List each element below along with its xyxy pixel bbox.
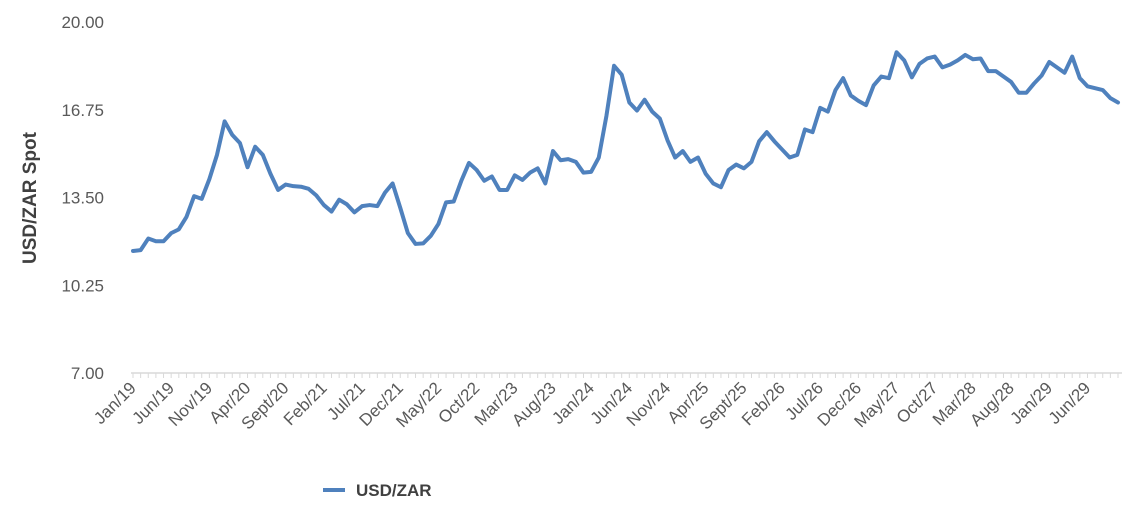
x-tick-label: Jun/29 [1045, 378, 1095, 428]
y-axis-tick-labels: 7.00 10.25 13.50 16.75 20.00 [61, 13, 104, 383]
legend: USD/ZAR [323, 481, 432, 500]
y-tick-label: 16.75 [61, 101, 104, 120]
x-tick-label: Aug/23 [508, 378, 560, 430]
x-tick-label: Feb/26 [738, 378, 789, 429]
x-axis-tick-labels: Jan/19Jun/19Nov/19Apr/20Sept/20Feb/21Jul… [90, 378, 1094, 433]
y-tick-label: 20.00 [61, 13, 104, 32]
x-tick-label: Nov/24 [623, 378, 675, 430]
x-tick-label: Feb/21 [280, 378, 331, 429]
series-group [131, 50, 1120, 253]
series-line-usd-zar [131, 50, 1120, 253]
y-tick-label: 10.25 [61, 276, 104, 295]
x-tick-label: Nov/19 [165, 378, 217, 430]
y-tick-label: 7.00 [71, 364, 104, 383]
x-tick-label: Jan/19 [90, 378, 140, 428]
legend-label-usd-zar: USD/ZAR [356, 481, 432, 500]
y-tick-label: 13.50 [61, 189, 104, 208]
x-tick-label: Jan/29 [1007, 378, 1057, 428]
x-axis [131, 372, 1122, 378]
x-tick-label: Aug/28 [966, 378, 1018, 430]
y-axis-label: USD/ZAR Spot [20, 131, 41, 264]
x-tick-label: Jan/24 [548, 378, 598, 428]
